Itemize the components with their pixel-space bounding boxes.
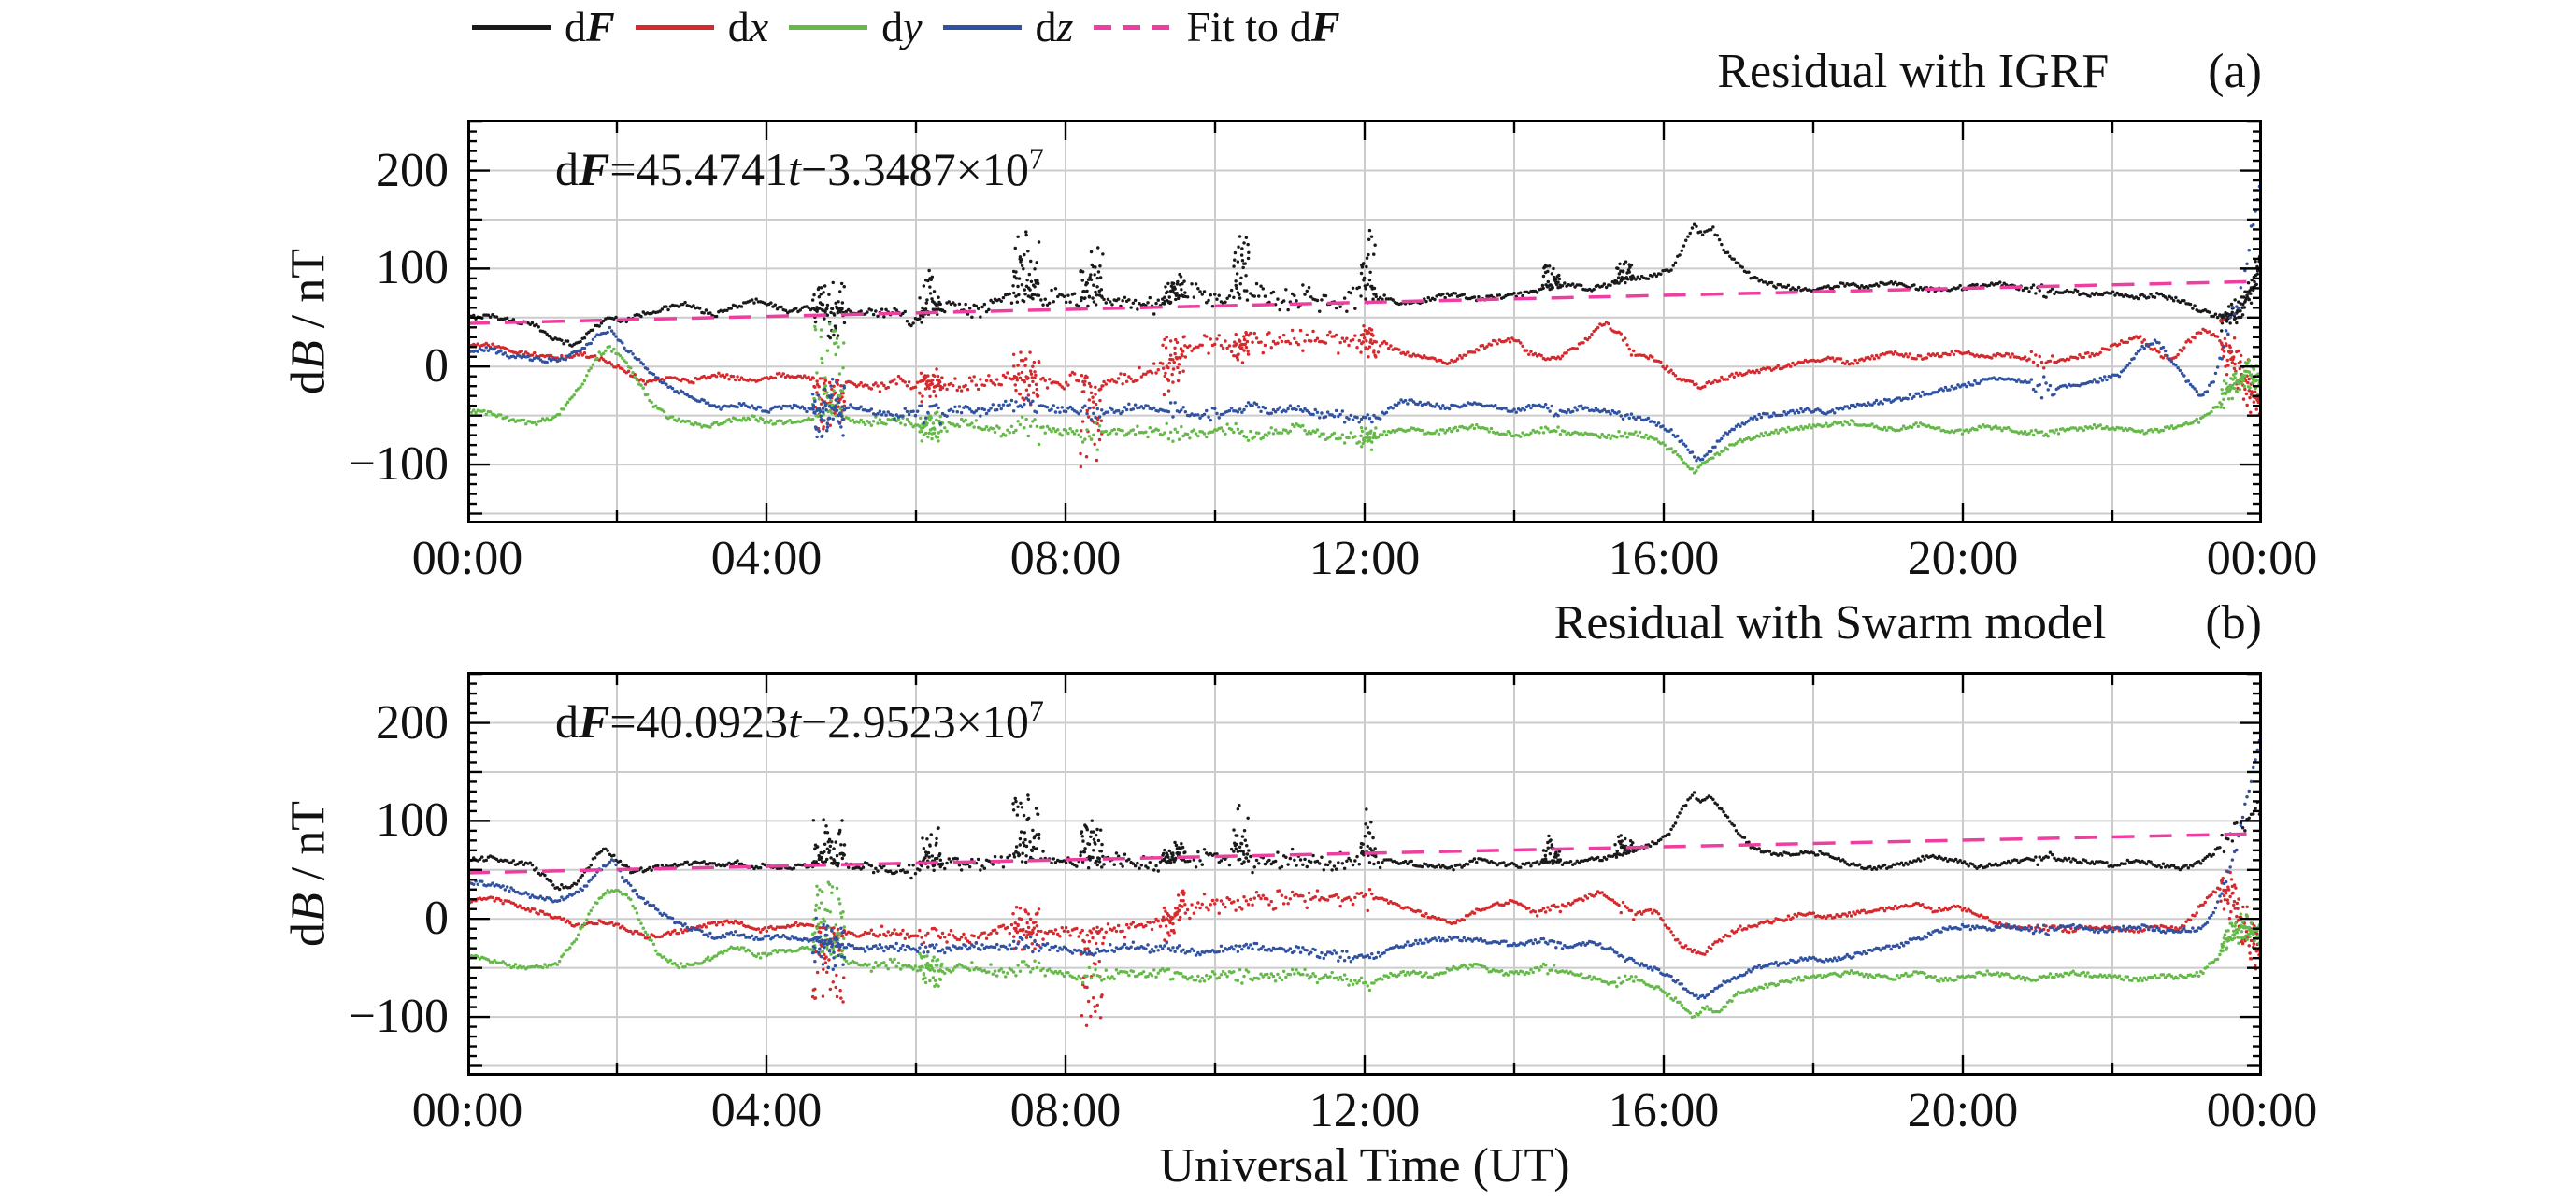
panel-b-y-axis-label: dB / nT — [281, 801, 336, 947]
legend-label-dx: dx — [727, 3, 769, 50]
legend-label-fit: Fit to dF — [1186, 3, 1340, 50]
x-tick-label: 12:00 — [1309, 1084, 1421, 1137]
dx-line-swatch — [635, 24, 714, 30]
panel-b-plot: dF=40.0923t−2.9523×107 — [467, 672, 2262, 1076]
legend: dF dx dy dz Fit to dF — [472, 2, 1340, 52]
x-tick-label: 04:00 — [710, 1084, 823, 1137]
panel-b-chart — [467, 672, 2262, 1076]
panel-a-y-axis-label: dB / nT — [281, 249, 336, 394]
x-tick-label: 16:00 — [1608, 1084, 1720, 1137]
x-tick-label: 00:00 — [2206, 1084, 2318, 1137]
legend-label-dF: dF — [565, 3, 615, 50]
panel-a-equation: dF=45.4741t−3.3487×107 — [555, 141, 1044, 195]
legend-item-dz: dz — [942, 3, 1074, 50]
x-axis-label: Universal Time (UT) — [1159, 1139, 1570, 1193]
y-tick-label: −100 — [348, 437, 449, 492]
y-tick-label: 200 — [376, 695, 449, 750]
x-tick-label: 00:00 — [2206, 532, 2318, 585]
x-tick-label: 08:00 — [1009, 1084, 1122, 1137]
dz-line-swatch — [942, 24, 1022, 30]
y-tick-label: −100 — [348, 990, 449, 1044]
panel-b-equation: dF=40.0923t−2.9523×107 — [555, 693, 1044, 748]
x-tick-label: 20:00 — [1907, 532, 2019, 585]
panel-a-plot: dF=45.4741t−3.3487×107 — [467, 120, 2262, 523]
panel-b-title: Residual with Swarm model — [1553, 596, 2107, 650]
x-tick-label: 04:00 — [710, 532, 823, 585]
panel-a-tag: (a) — [2208, 45, 2262, 98]
dF-line-swatch — [472, 24, 551, 30]
legend-label-dy: dy — [881, 3, 923, 50]
y-tick-label: 100 — [376, 241, 449, 295]
x-tick-label: 20:00 — [1907, 1084, 2019, 1137]
panel-a-chart — [467, 120, 2262, 523]
legend-item-fit: Fit to dF — [1094, 3, 1340, 50]
x-tick-label: 16:00 — [1608, 532, 1720, 585]
y-tick-label: 0 — [424, 339, 449, 393]
panel-a-title-row: Residual with IGRF (a) — [467, 45, 2262, 98]
x-tick-label: 08:00 — [1009, 532, 1122, 585]
legend-item-dx: dx — [635, 3, 769, 50]
panel-b-title-row: Residual with Swarm model (b) — [467, 596, 2262, 650]
x-tick-label: 00:00 — [411, 532, 523, 585]
legend-label-dz: dz — [1035, 3, 1074, 50]
legend-item-dy: dy — [789, 3, 923, 50]
y-tick-label: 0 — [424, 892, 449, 946]
y-tick-label: 100 — [376, 793, 449, 848]
y-tick-label: 200 — [376, 143, 449, 197]
legend-item-dF: dF — [472, 6, 615, 49]
x-tick-label: 12:00 — [1309, 532, 1421, 585]
x-tick-label: 00:00 — [411, 1084, 523, 1137]
fit-dashed-line-swatch — [1094, 24, 1173, 30]
dy-line-swatch — [789, 24, 868, 30]
panel-a-title: Residual with IGRF — [1717, 45, 2110, 98]
panel-b-tag: (b) — [2205, 596, 2262, 650]
